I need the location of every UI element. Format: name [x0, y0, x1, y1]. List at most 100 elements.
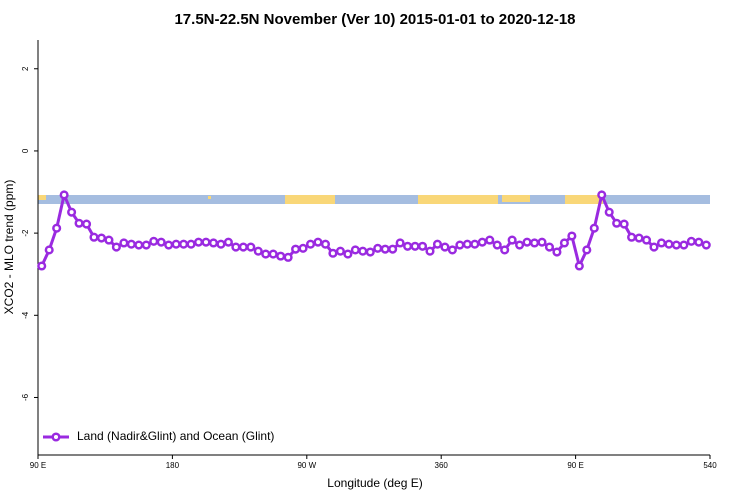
- data-point: [574, 261, 584, 271]
- data-point: [664, 239, 674, 249]
- data-point: [253, 246, 263, 256]
- data-point: [261, 249, 271, 259]
- data-point: [492, 240, 502, 250]
- data-point: [134, 240, 144, 250]
- data-point: [350, 245, 360, 255]
- series-line: [40, 190, 707, 271]
- data-point: [694, 237, 704, 247]
- data-point: [544, 242, 555, 252]
- y-tick-label: -6: [21, 393, 30, 401]
- data-point: [291, 244, 301, 254]
- data-point: [425, 246, 435, 256]
- data-point: [283, 252, 293, 262]
- data-point: [634, 233, 644, 243]
- data-point: [410, 241, 420, 251]
- data-point: [201, 237, 211, 247]
- data-point: [537, 237, 547, 247]
- data-point: [529, 238, 540, 248]
- data-point: [649, 242, 659, 252]
- data-point: [343, 249, 353, 259]
- data-point: [298, 243, 308, 253]
- data-point: [567, 231, 577, 241]
- data-point: [305, 239, 316, 249]
- data-point: [500, 245, 510, 255]
- data-point: [268, 249, 278, 259]
- data-point: [126, 239, 136, 249]
- data-point: [619, 219, 629, 229]
- data-point: [186, 239, 196, 249]
- data-point: [179, 239, 189, 249]
- data-point: [552, 247, 562, 257]
- data-point: [641, 235, 652, 245]
- data-point: [52, 223, 62, 233]
- data-point: [701, 240, 711, 250]
- data-point: [231, 242, 241, 252]
- data-point: [74, 218, 84, 228]
- data-point: [656, 238, 667, 248]
- data-point: [380, 244, 390, 254]
- land-patch: [208, 196, 211, 199]
- data-point: [96, 233, 107, 243]
- data-point: [208, 238, 219, 248]
- x-tick-label: 180: [166, 461, 180, 470]
- land-patch: [38, 195, 46, 200]
- data-point: [149, 236, 159, 246]
- x-axis-label: Longitude (deg E): [327, 476, 422, 490]
- y-tick-label: -2: [21, 229, 30, 237]
- data-point: [223, 237, 233, 247]
- data-point: [44, 245, 54, 255]
- land-patch: [285, 195, 335, 204]
- data-point: [373, 243, 383, 253]
- x-tick-label: 90 E: [30, 461, 46, 470]
- data-point: [447, 245, 457, 255]
- data-point: [612, 218, 622, 228]
- data-point: [686, 236, 696, 246]
- data-point: [335, 246, 345, 256]
- x-tick-label: 90 W: [297, 461, 316, 470]
- x-tick-label: 90 E: [567, 461, 583, 470]
- chart-title: 17.5N-22.5N November (Ver 10) 2015-01-01…: [174, 11, 575, 28]
- data-point: [432, 239, 443, 249]
- data-point: [582, 245, 592, 255]
- data-point: [604, 207, 614, 217]
- y-tick-label: -4: [21, 311, 30, 319]
- data-point: [238, 242, 248, 252]
- x-tick-label: 360: [435, 461, 449, 470]
- data-point: [365, 247, 375, 257]
- data-point: [522, 237, 532, 247]
- data-point: [358, 246, 368, 256]
- data-point: [216, 239, 226, 249]
- data-point: [679, 240, 689, 250]
- data-point: [104, 235, 114, 245]
- data-point: [313, 237, 323, 247]
- data-point: [507, 235, 517, 245]
- data-point: [477, 237, 487, 247]
- data-point: [164, 240, 174, 250]
- data-point: [589, 223, 599, 233]
- data-point: [485, 235, 495, 245]
- data-point: [59, 190, 69, 200]
- land-patch: [502, 195, 530, 202]
- legend-label: Land (Nadir&Glint) and Ocean (Glint): [77, 429, 274, 443]
- land-patch: [565, 195, 603, 204]
- data-point: [119, 238, 129, 248]
- data-point: [388, 244, 398, 254]
- data-point: [111, 242, 121, 252]
- data-point: [559, 238, 569, 248]
- data-point: [417, 241, 428, 251]
- data-point: [455, 240, 465, 250]
- data-point: [627, 232, 637, 242]
- data-point: [470, 239, 480, 249]
- data-point: [462, 239, 472, 249]
- data-point: [67, 207, 77, 217]
- legend-marker: [51, 432, 61, 442]
- data-point: [515, 240, 525, 250]
- data-point: [395, 238, 405, 248]
- land-ocean-strip: [38, 195, 710, 204]
- y-tick-label: 0: [21, 148, 30, 153]
- data-point: [81, 219, 92, 229]
- data-point: [89, 232, 99, 242]
- y-axis-label: XCO2 - MLO trend (ppm): [2, 180, 16, 315]
